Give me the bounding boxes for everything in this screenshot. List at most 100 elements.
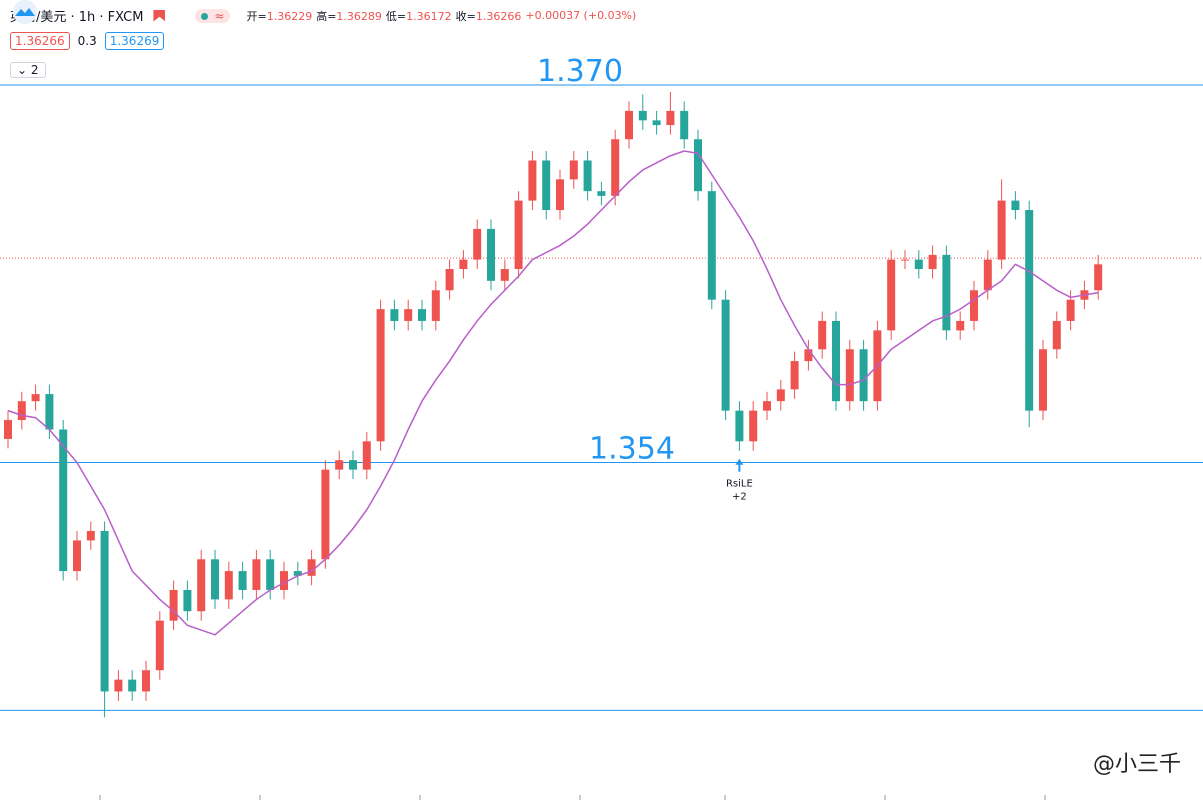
candle-body xyxy=(376,309,385,442)
candle-body xyxy=(266,559,275,590)
candle-body xyxy=(142,670,150,692)
candle-body xyxy=(431,290,440,321)
candle-body xyxy=(404,309,413,321)
candle-body xyxy=(418,309,426,321)
status-pill[interactable]: ≈ xyxy=(195,8,231,23)
candle-body xyxy=(31,394,40,402)
ohlc-label: 高= xyxy=(316,9,337,23)
flag-icon[interactable] xyxy=(153,9,166,22)
candle-body xyxy=(390,309,399,321)
candle-body xyxy=(59,429,68,572)
candle-body xyxy=(859,349,868,402)
candle-body xyxy=(611,139,620,196)
ohlc-label: 收= xyxy=(455,9,476,23)
candle-body xyxy=(86,530,95,541)
candle-body xyxy=(707,191,716,300)
candle-body xyxy=(280,571,288,590)
candle-body xyxy=(997,200,1006,260)
candle-body xyxy=(638,110,647,121)
signal-label: RsiLE xyxy=(726,479,753,490)
ohlc-label: 低= xyxy=(385,9,407,23)
logo[interactable] xyxy=(10,0,40,24)
candle-body xyxy=(970,290,978,321)
candle-body xyxy=(542,160,551,211)
candle-body xyxy=(942,254,951,331)
indicator-toggle[interactable]: ⌄ 2 xyxy=(10,62,46,78)
candle-body xyxy=(776,389,785,402)
ohlc-value: 1.36289 xyxy=(336,9,382,23)
candle-body xyxy=(238,571,247,590)
candle-body xyxy=(1052,320,1061,350)
moving-average xyxy=(7,150,1099,636)
candle-body xyxy=(45,394,54,430)
candle-body xyxy=(211,559,219,600)
candle-body xyxy=(155,620,164,671)
candle-body xyxy=(694,139,702,192)
candle-body xyxy=(832,320,840,402)
candle-body xyxy=(459,259,468,270)
candle-body xyxy=(514,200,523,270)
candle-body xyxy=(169,589,178,621)
spread: 0.3 xyxy=(77,34,97,48)
candle-body xyxy=(956,320,965,331)
candle-body xyxy=(224,571,233,600)
chart-title: 英镑/美元 · 1h · FXCM xyxy=(10,10,144,25)
ask[interactable]: 1.36269 xyxy=(104,32,165,50)
signal-arrow xyxy=(735,458,744,472)
candle-body xyxy=(583,160,592,192)
candle-body xyxy=(1066,299,1075,321)
candle-body xyxy=(569,160,578,180)
candle-body xyxy=(73,540,81,572)
candle-body xyxy=(293,571,302,576)
header: 英镑/美元 · 1h · FXCM ≈ 开=1.36229 高=1.36289 低=… xyxy=(10,6,636,25)
candle-body xyxy=(197,559,206,612)
ohlc-item: 收=1.36266 xyxy=(456,10,522,23)
change: +0.00037 (+0.03%) xyxy=(525,9,637,22)
candle-body xyxy=(473,228,482,260)
candle-body xyxy=(17,401,26,421)
candle-body xyxy=(804,349,813,362)
candle-body xyxy=(114,679,123,692)
candle-body xyxy=(1025,210,1034,411)
candle-body xyxy=(666,110,675,126)
candle-body xyxy=(445,269,454,291)
candle-body xyxy=(528,160,537,201)
signal-detail: +2 xyxy=(732,492,747,503)
ohlc-item: 低=1.36172 xyxy=(386,10,452,23)
ohlc-value: 1.36172 xyxy=(406,9,452,23)
candle-body xyxy=(928,254,937,270)
candle-body xyxy=(983,259,992,291)
candle-body xyxy=(845,349,854,402)
candle-body xyxy=(625,110,633,140)
candle-body xyxy=(790,361,799,390)
candle-body xyxy=(307,559,316,576)
candle-body xyxy=(887,259,896,331)
candle-body xyxy=(735,410,744,442)
candle-body xyxy=(487,228,495,281)
candle-body xyxy=(321,469,330,560)
candle-body xyxy=(1039,349,1047,411)
candle-body xyxy=(818,320,827,350)
ohlc-value: 1.36229 xyxy=(266,9,313,23)
ohlc-label: 开= xyxy=(246,9,267,23)
candle-body xyxy=(349,460,357,470)
candle-body xyxy=(721,299,730,411)
candle-body xyxy=(1011,200,1020,211)
bid[interactable]: 1.36266 xyxy=(10,32,70,50)
price-boxes: 1.36266 0.3 1.36269 xyxy=(10,32,165,50)
ohlc-item: 高=1.36289 xyxy=(316,10,382,23)
level-label: 1.354 xyxy=(589,432,675,467)
candle-body xyxy=(362,441,371,470)
ohlc: 开=1.36229 高=1.36289 低=1.36172 收=1.36266 xyxy=(246,8,525,24)
candle-body xyxy=(749,410,758,442)
candle-body xyxy=(763,401,771,411)
candle-body xyxy=(680,110,689,140)
ohlc-value: 1.36266 xyxy=(475,9,522,23)
candle-body xyxy=(128,679,137,692)
indicator-count: 2 xyxy=(30,63,39,77)
candle-body xyxy=(100,530,109,692)
candle-body xyxy=(914,259,923,270)
watermark: @小三千 xyxy=(1092,752,1181,777)
